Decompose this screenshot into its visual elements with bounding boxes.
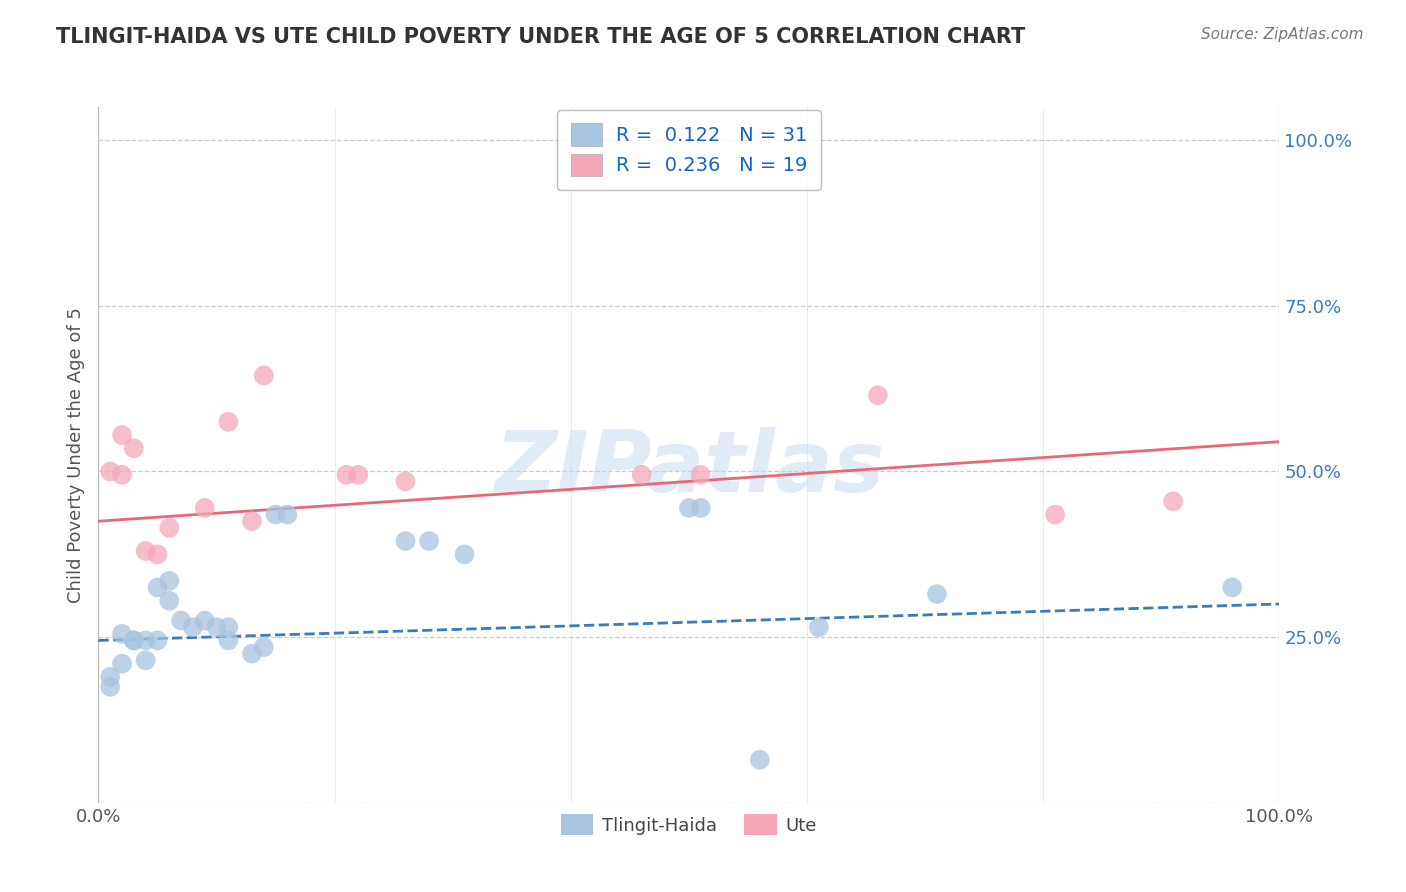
Point	[925, 587, 948, 601]
Point	[194, 614, 217, 628]
Point	[194, 500, 217, 515]
Point	[98, 670, 121, 684]
Point	[146, 633, 169, 648]
Text: TLINGIT-HAIDA VS UTE CHILD POVERTY UNDER THE AGE OF 5 CORRELATION CHART: TLINGIT-HAIDA VS UTE CHILD POVERTY UNDER…	[56, 27, 1025, 46]
Point	[181, 620, 204, 634]
Point	[335, 467, 357, 482]
Point	[122, 633, 145, 648]
Point	[111, 657, 134, 671]
Point	[264, 508, 287, 522]
Point	[135, 653, 157, 667]
Point	[347, 467, 370, 482]
Point	[98, 680, 121, 694]
Text: Source: ZipAtlas.com: Source: ZipAtlas.com	[1201, 27, 1364, 42]
Point	[276, 508, 298, 522]
Point	[122, 442, 145, 456]
Point	[146, 581, 169, 595]
Point	[98, 465, 121, 479]
Point	[807, 620, 830, 634]
Point	[1161, 494, 1184, 508]
Point	[240, 514, 263, 528]
Point	[157, 521, 180, 535]
Point	[157, 593, 180, 607]
Point	[748, 753, 770, 767]
Y-axis label: Child Poverty Under the Age of 5: Child Poverty Under the Age of 5	[66, 307, 84, 603]
Point	[111, 428, 134, 442]
Point	[689, 500, 711, 515]
Point	[1220, 581, 1243, 595]
Point	[205, 620, 228, 634]
Text: ZIPatlas: ZIPatlas	[494, 427, 884, 510]
Point	[135, 544, 157, 558]
Point	[135, 633, 157, 648]
Point	[111, 467, 134, 482]
Legend: Tlingit-Haida, Ute: Tlingit-Haida, Ute	[554, 807, 824, 842]
Point	[157, 574, 180, 588]
Point	[170, 614, 193, 628]
Point	[217, 633, 239, 648]
Point	[217, 620, 239, 634]
Point	[678, 500, 700, 515]
Point	[453, 547, 475, 561]
Point	[630, 467, 652, 482]
Point	[217, 415, 239, 429]
Point	[866, 388, 889, 402]
Point	[122, 633, 145, 648]
Point	[394, 475, 416, 489]
Point	[253, 640, 276, 654]
Point	[418, 534, 440, 549]
Point	[146, 547, 169, 561]
Point	[111, 627, 134, 641]
Point	[1043, 508, 1066, 522]
Point	[689, 467, 711, 482]
Point	[394, 534, 416, 549]
Point	[240, 647, 263, 661]
Point	[253, 368, 276, 383]
